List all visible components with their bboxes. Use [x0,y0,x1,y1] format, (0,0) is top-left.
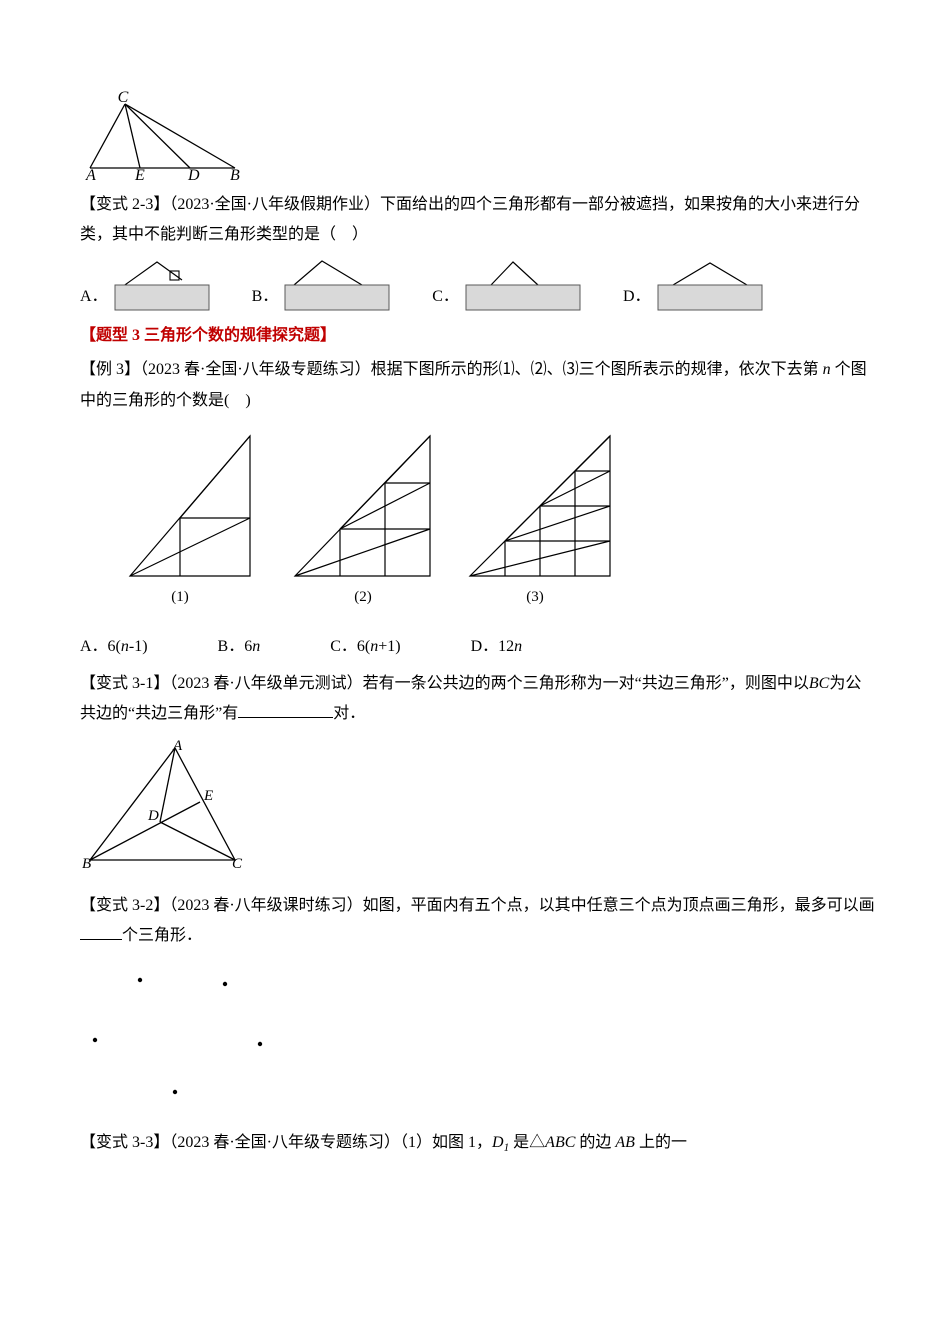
label-D: D [147,808,159,824]
ex3-before: 【例 3】（2023 春·全国·八年级专题练习）根据下图所示的形⑴、⑵、⑶三个图… [80,361,823,378]
option-b-label: B． [252,282,279,312]
option-c-label: C． [432,282,459,312]
label-D: D [187,167,200,180]
label-C: C [118,90,129,106]
option-c-figure [463,257,583,313]
option-b: B．6n [218,632,261,662]
label-E: E [203,788,213,804]
variant-3-1-figure: A B C D E [80,740,875,881]
example-3-figures: (1) (2) [80,426,875,622]
caption-2: (2) [354,589,372,605]
caption-1: (1) [171,589,189,605]
option-d: D．12n [471,632,523,662]
option-d-label: D． [623,282,651,312]
example-3-options: A．6(n-1) B．6n C．6(n+1) D．12n [80,632,875,662]
blank-3-1 [238,717,333,718]
section-3-title: 【题型 3 三角形个数的规律探究题】 [80,321,875,351]
option-a: A．6(n-1) [80,632,148,662]
variant-3-2-text: 【变式 3-2】（2023 春·八年级课时练习）如图，平面内有五个点，以其中任意… [80,891,875,952]
figure-triangle-cedb: C A E D B [80,90,875,180]
question-2-3-text: 【变式 2-3】（2023·全国·八年级假期作业）下面给出的四个三角形都有一部分… [80,190,875,251]
label-E: E [134,167,145,180]
option-d-figure [655,257,765,313]
option-a-label: A． [80,282,108,312]
ex3-n: n [823,361,831,378]
label-B: B [230,167,240,180]
variant-3-2-figure [80,962,875,1118]
option-a-figure [112,257,212,313]
option-c: C．6(n+1) [330,632,400,662]
label-A: A [85,167,96,180]
option-b-figure [282,257,392,313]
caption-3: (3) [526,589,544,605]
variant-3-3-text: 【变式 3-3】（2023 春·全国·八年级专题练习）（1）如图 1，D1 是△… [80,1128,875,1159]
label-B: B [82,856,91,870]
example-3-text: 【例 3】（2023 春·全国·八年级专题练习）根据下图所示的形⑴、⑵、⑶三个图… [80,355,875,416]
label-C: C [232,856,243,870]
blank-3-2 [80,939,122,940]
question-2-3-options: A． B． C． D． [80,257,875,313]
variant-3-1-text: 【变式 3-1】（2023 春·八年级单元测试）若有一条公共边的两个三角形称为一… [80,669,875,730]
label-A: A [172,740,183,754]
